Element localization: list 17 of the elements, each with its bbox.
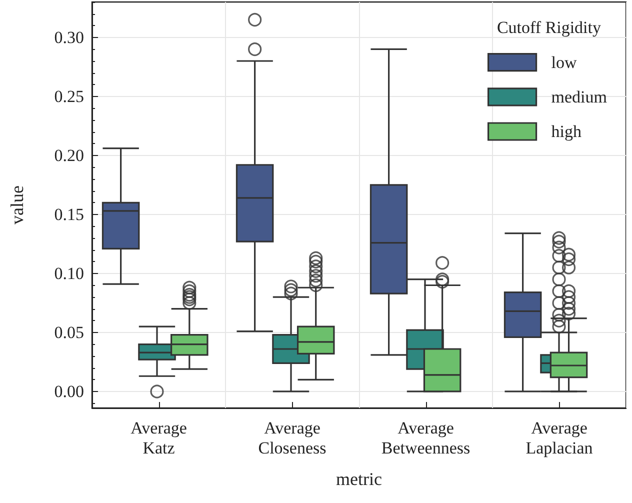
y-tick-label: 0.20	[54, 146, 84, 165]
x-tick-label: Average Katz	[130, 418, 187, 458]
y-axis-title: value	[7, 186, 27, 224]
legend-label: medium	[551, 87, 608, 106]
x-tick-label: Average Laplacian	[526, 418, 594, 458]
legend-title: Cutoff Rigidity	[496, 18, 602, 37]
y-tick-label: 0.25	[54, 86, 84, 106]
legend-label: high	[551, 122, 582, 141]
x-tick-label: Average Betweenness	[381, 418, 470, 458]
y-tick-label: 0.05	[54, 322, 84, 342]
x-axis-title: metric	[336, 469, 382, 489]
y-tick-label: 0.00	[54, 382, 84, 401]
y-tick-label: 0.15	[54, 204, 84, 224]
y-tick-label: 0.30	[54, 28, 84, 47]
x-tick-label: Average Closeness	[258, 418, 326, 458]
legend-label: low	[551, 52, 578, 72]
y-tick-label: 0.10	[54, 264, 84, 283]
